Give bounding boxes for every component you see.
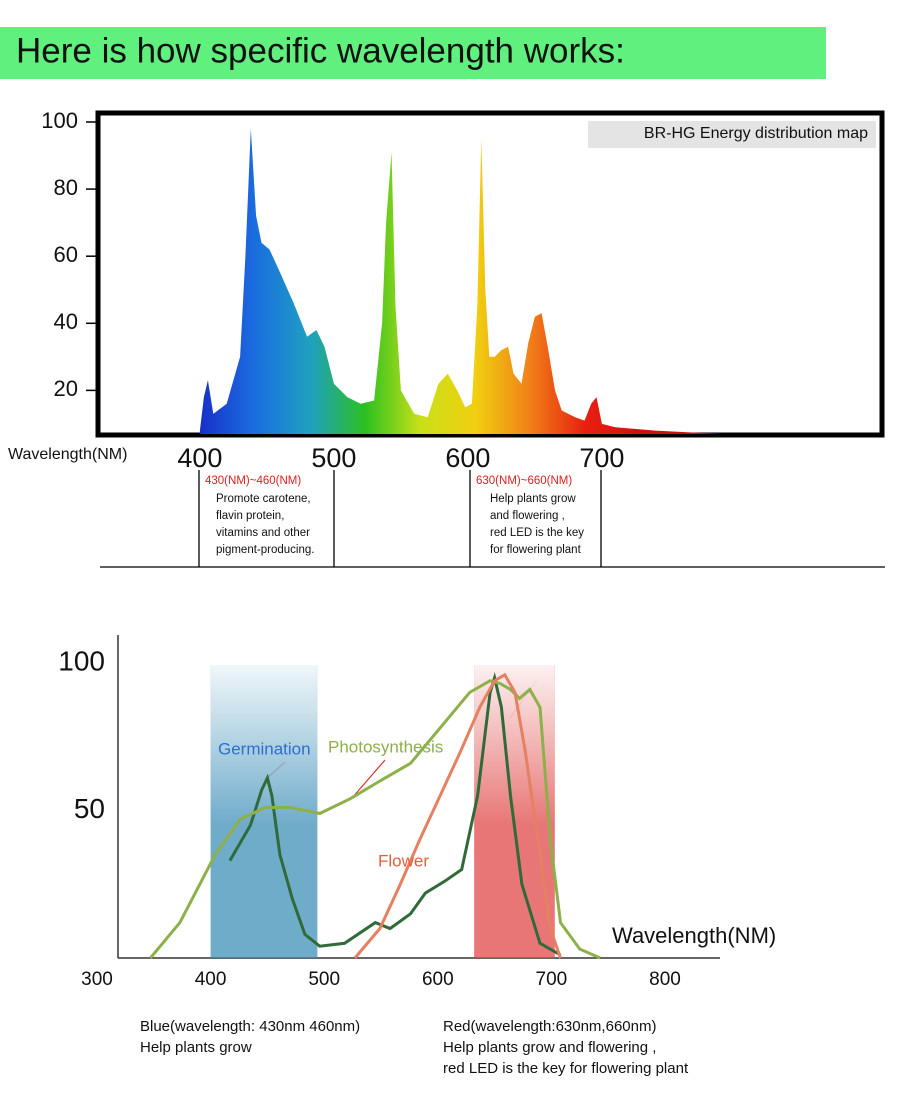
series-label: Photosynthesis [328, 737, 443, 756]
y-tick-label: 50 [74, 793, 105, 824]
y-tick-label: 80 [54, 175, 78, 200]
x-tick-label: 800 [649, 969, 681, 990]
y-tick-label: 100 [58, 645, 105, 676]
x-tick-label: 700 [579, 443, 624, 473]
spectrum-area [199, 128, 723, 434]
x-tick-label: 500 [308, 969, 340, 990]
header-bar [0, 27, 826, 79]
chart1-title: BR-HG Energy distribution map [644, 125, 868, 142]
caption: Help plants grow and flowering , [443, 1039, 656, 1056]
annotation-text: vitamins and other [216, 527, 310, 539]
band-fade [210, 665, 318, 825]
caption: red LED is the key for flowering plant [443, 1060, 689, 1077]
series-line [353, 672, 562, 959]
annotation-text: flavin protein, [216, 510, 284, 522]
annotation-text: red LED is the key [490, 527, 584, 539]
annotation-text: for flowering plant [490, 544, 582, 556]
annotation-text: and flowering , [490, 510, 565, 522]
chart1-title-bg [588, 121, 876, 148]
x-tick-label: 400 [177, 443, 222, 473]
annotation-text: Promote carotene, [216, 493, 311, 505]
header: Here is how specific wavelength works: [16, 31, 625, 70]
y-tick-label: 40 [54, 309, 78, 334]
annotation-title: 630(NM)~660(NM) [476, 475, 572, 487]
y-tick-label: 20 [54, 376, 78, 401]
x-tick-label: 300 [81, 969, 113, 990]
series-line [228, 672, 562, 957]
series-line [149, 679, 601, 960]
x-tick-label: 500 [311, 443, 356, 473]
x-tick-label: 700 [536, 969, 568, 990]
series-label: Germination [218, 739, 311, 758]
caption: Blue(wavelength: 430nm 460nm) [140, 1018, 360, 1035]
x-tick-label: 400 [195, 969, 227, 990]
x-tick-label: 600 [445, 443, 490, 473]
y-tick-label: 100 [41, 108, 78, 133]
x-tick-label: 600 [422, 969, 454, 990]
y-tick-label: 60 [54, 242, 78, 267]
caption: Red(wavelength:630nm,660nm) [443, 1018, 656, 1035]
annotation-text: Help plants grow [490, 493, 576, 505]
x-axis-title: Wavelength(NM) [612, 923, 776, 948]
series-label: Flower [378, 851, 429, 870]
caption: Help plants grow [140, 1039, 252, 1056]
annotation-title: 430(NM)~460(NM) [205, 475, 301, 487]
annotation-text: pigment-producing. [216, 544, 314, 556]
x-axis-title: Wavelength(NM) [8, 446, 127, 463]
annotation-lines [100, 470, 885, 568]
